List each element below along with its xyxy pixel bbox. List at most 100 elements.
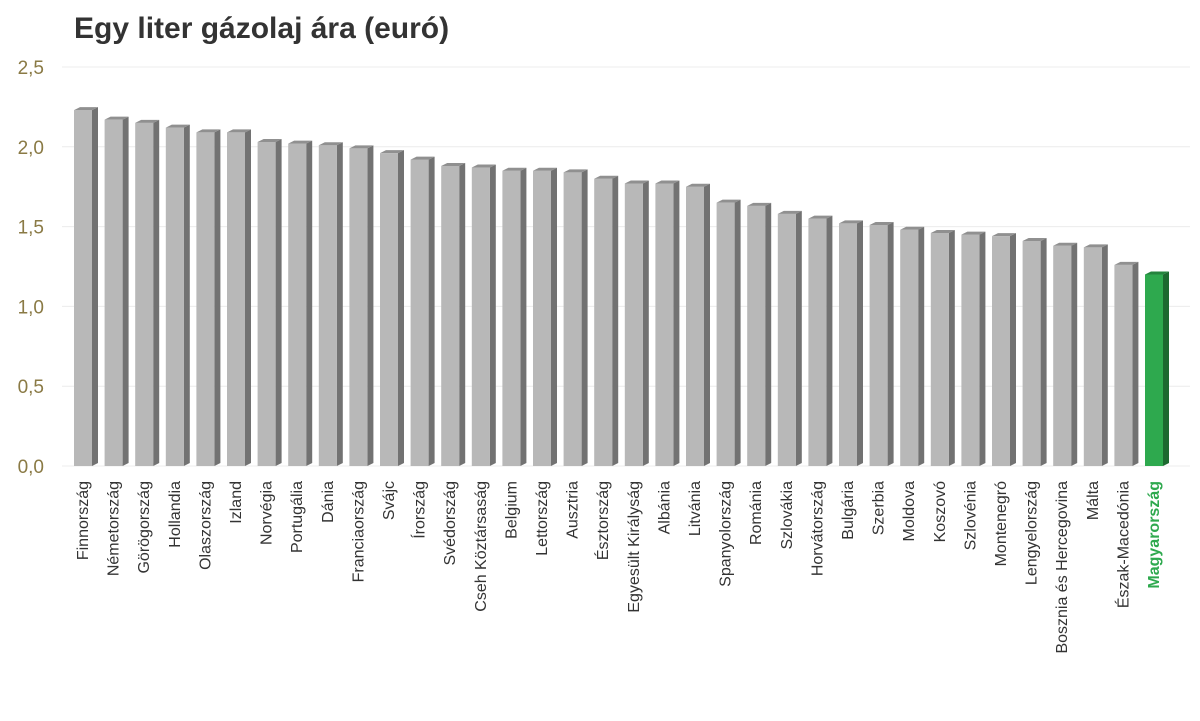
x-tick-label: Finnország <box>75 481 92 560</box>
bar-front <box>747 205 766 467</box>
bar-front <box>624 183 643 466</box>
x-tick-label: Hollandia <box>167 481 184 548</box>
bar-front <box>471 167 490 466</box>
x-tick-label: Lengyelország <box>1024 481 1041 585</box>
bar <box>686 183 710 466</box>
x-tick-label: Észak-Macedónia <box>1113 481 1132 608</box>
bar-top <box>349 145 374 149</box>
bar <box>196 129 221 466</box>
bar-top <box>900 226 925 230</box>
bar-front <box>74 110 92 466</box>
x-tick-label: Észtország <box>593 481 612 560</box>
bar <box>257 139 282 466</box>
bar-top <box>410 156 435 160</box>
bar-top <box>165 124 190 128</box>
bar-top <box>686 183 710 187</box>
bar-side <box>336 142 343 467</box>
bar-top <box>747 202 772 206</box>
bar-front <box>992 236 1010 466</box>
bar-side <box>1071 242 1078 466</box>
bar-side <box>1163 271 1169 466</box>
bar <box>777 210 802 466</box>
bar <box>288 140 313 466</box>
bar-side <box>734 199 741 466</box>
x-tick-label: Egyesült Királyság <box>626 481 643 613</box>
bar-top <box>992 233 1016 237</box>
bar-top <box>257 139 282 143</box>
bar-top <box>655 180 680 184</box>
y-tick-label: 0,5 <box>18 377 44 398</box>
bar-side <box>826 215 833 466</box>
bar <box>380 150 404 466</box>
bar-front <box>1022 240 1041 466</box>
bar-top <box>471 164 496 168</box>
bar <box>1145 271 1169 466</box>
bar-side <box>520 167 527 467</box>
bar-front <box>227 132 245 466</box>
bar-front <box>410 159 429 466</box>
bar-top <box>135 119 160 123</box>
bar-top <box>380 150 404 154</box>
bar-side <box>642 180 649 466</box>
bar-top <box>1083 244 1108 248</box>
bar <box>747 202 772 467</box>
bar-front <box>318 145 337 467</box>
bar <box>869 222 894 466</box>
bar-top <box>1022 237 1047 241</box>
bar-side <box>122 116 129 466</box>
bar-front <box>1053 245 1072 466</box>
bar-front <box>165 127 184 466</box>
bar-front <box>533 170 551 467</box>
bar-side <box>948 229 955 466</box>
bar-front <box>104 119 123 466</box>
bar-top <box>869 222 894 226</box>
bar-front <box>594 178 613 466</box>
bar-top <box>594 175 619 179</box>
bar <box>135 119 160 467</box>
bar-front <box>961 234 980 466</box>
bar-top <box>533 167 557 171</box>
bar <box>318 142 343 467</box>
label-layer: 0,0 0,5 1,0 1,5 2,0 2,5 Finnország Németország G… <box>18 58 1163 654</box>
y-tick-label: 1,0 <box>18 297 44 318</box>
bar-top <box>1145 271 1169 275</box>
x-tick-label: Koszovó <box>932 481 949 542</box>
bar <box>441 162 466 466</box>
bar-side <box>367 145 374 466</box>
x-tick-label: Portugália <box>289 481 306 553</box>
bar-side <box>275 139 282 466</box>
x-tick-label: Görögország <box>136 481 153 574</box>
bar-front <box>716 202 735 466</box>
bar <box>992 233 1016 466</box>
bar-side <box>581 169 588 466</box>
bar-front <box>777 213 796 466</box>
bar-front <box>808 218 827 466</box>
bar-side <box>245 129 251 466</box>
bar-top <box>1053 242 1078 246</box>
bar-top <box>777 210 802 214</box>
bar-top <box>839 220 863 224</box>
bar <box>624 180 649 466</box>
bar-side <box>1010 233 1016 466</box>
bar-top <box>74 107 98 111</box>
bar <box>808 215 833 466</box>
bar-front <box>869 225 888 466</box>
bar-side <box>795 210 802 466</box>
bar-side <box>398 150 404 466</box>
bar-side <box>214 129 221 466</box>
y-tick-label: 0,0 <box>18 457 44 478</box>
x-tick-label: Bulgária <box>840 481 857 540</box>
bar-top <box>930 229 955 233</box>
bar-side <box>673 180 680 466</box>
x-tick-label: Horvátország <box>809 481 826 576</box>
bar-side <box>765 202 772 467</box>
bar <box>165 124 190 466</box>
bar-layer <box>74 107 1169 467</box>
bar <box>74 107 98 466</box>
bar-front <box>441 165 460 466</box>
bar-top <box>624 180 649 184</box>
x-tick-label: Írország <box>410 481 429 539</box>
x-tick-label: Svájc <box>381 481 398 520</box>
